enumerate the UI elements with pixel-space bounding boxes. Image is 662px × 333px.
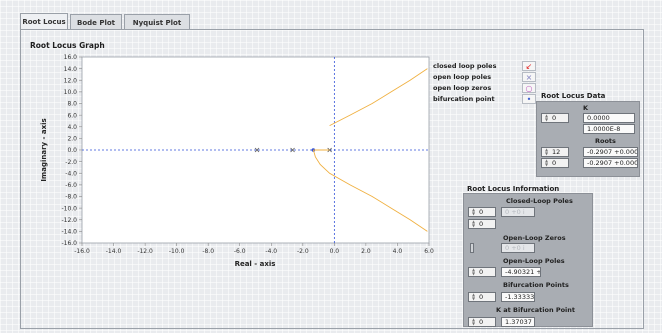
k-label: K	[583, 104, 589, 112]
x-tick-label: 2.0	[361, 248, 371, 255]
roots-index-control-a[interactable]: ▲ ▼ 12	[541, 147, 569, 157]
y-tick-label: -14.0	[61, 229, 77, 236]
root-value-0[interactable]: -0.2907 +0.0000 i	[583, 147, 638, 157]
y-axis-label: Imaginary - axis	[40, 118, 48, 181]
k-at-bifurcation-index[interactable]: ▲ ▼ 0	[468, 317, 496, 327]
tab-panel	[20, 29, 644, 329]
x-tick-label: -16.0	[74, 248, 90, 255]
root-locus-branch	[329, 68, 428, 127]
roots-label: Roots	[595, 137, 616, 145]
closed-loop-poles-label: Closed-Loop Poles	[506, 197, 573, 205]
y-tick-label: -6.0	[65, 182, 77, 189]
roots-index-control-b[interactable]: ▲ ▼ 0	[541, 158, 569, 168]
k-index-control[interactable]: ▲ ▼ 0	[541, 113, 569, 123]
spin-arrows-icon[interactable]: ▲ ▼	[544, 158, 549, 167]
x-tick-label: -4.0	[265, 248, 277, 255]
bifurcation-point-marker	[311, 148, 316, 152]
x-axis-label: Real - axis	[235, 260, 276, 268]
y-tick-label: -10.0	[61, 205, 77, 212]
bifurcation-points-value[interactable]: -1.33333	[501, 292, 535, 302]
open-loop-zeros-value[interactable]: 0 +0 i	[501, 243, 535, 253]
x-tick-label: 6.0	[424, 248, 434, 255]
x-tick-label: 0.0	[330, 248, 340, 255]
y-tick-label: -16.0	[61, 240, 77, 247]
spin-arrows-icon[interactable]: ▲ ▼	[471, 267, 476, 276]
y-tick-label: -2.0	[65, 159, 77, 166]
k-at-bifurcation-value[interactable]: 1.37037	[501, 317, 535, 327]
open-loop-poles-index[interactable]: ▲ ▼ 0	[468, 267, 496, 277]
y-tick-label: 4.0	[67, 124, 77, 131]
y-tick-label: -12.0	[61, 217, 77, 224]
tab-root-locus[interactable]: Root Locus	[20, 13, 68, 30]
dot-marker-icon[interactable]: •	[522, 94, 536, 104]
x-tick-label: -6.0	[234, 248, 246, 255]
open-loop-zeros-label: Open-Loop Zeros	[503, 234, 566, 242]
spin-arrows-icon[interactable]: ▲ ▼	[471, 207, 476, 216]
y-tick-label: 8.0	[67, 101, 77, 108]
closed-loop-index-a[interactable]: ▲ ▼ 0	[468, 207, 496, 217]
open-loop-pole-marker	[327, 147, 332, 153]
x-tick-label: -10.0	[169, 248, 185, 255]
tab-bode-plot[interactable]: Bode Plot	[70, 14, 122, 30]
root-value-1[interactable]: -0.2907 +0.0000 i	[583, 158, 638, 168]
root-locus-info-title: Root Locus Information	[467, 185, 560, 193]
legend-closed-loop-poles: closed loop poles	[433, 62, 497, 70]
open-loop-pole-marker	[290, 147, 295, 153]
legend-open-loop-poles: open loop poles	[433, 73, 492, 81]
x-tick-label: 4.0	[393, 248, 403, 255]
y-tick-label: 16.0	[64, 54, 78, 61]
y-tick-label: 6.0	[67, 112, 77, 119]
spin-arrows-icon[interactable]: ▲ ▼	[544, 113, 549, 122]
open-loop-pole-marker	[254, 147, 260, 153]
bifurcation-points-label: Bifurcation Points	[503, 281, 569, 289]
y-tick-label: -4.0	[65, 170, 77, 177]
k-value-1[interactable]: 1.0000E-8	[583, 124, 635, 134]
open-loop-poles-label: Open-Loop Poles	[503, 257, 565, 265]
root-locus-branch	[312, 149, 428, 232]
spin-arrows-icon[interactable]: ▲ ▼	[471, 317, 476, 326]
closed-loop-poles-value[interactable]: 0 +0 i	[501, 207, 535, 217]
root-locus-graph[interactable]: 16.0 14.0 12.0 10.0 8.0 6.0 4.0 2.0 0.0 -2.0 -4.0 -…	[14, 50, 434, 275]
y-tick-label: 12.0	[64, 77, 78, 84]
k-value-0[interactable]: 0.0000	[583, 113, 635, 123]
x-tick-label: -2.0	[297, 248, 309, 255]
graph-title: Root Locus Graph	[30, 41, 105, 50]
y-tick-label: 2.0	[67, 136, 77, 143]
red-arrow-marker-icon[interactable]: ↙	[522, 61, 536, 71]
x-tick-label: -14.0	[106, 248, 122, 255]
x-marker-icon[interactable]: ×	[522, 72, 536, 82]
legend-bifurcation-point: bifurcation point	[433, 95, 495, 103]
tab-nyquist-plot[interactable]: Nyquist Plot	[124, 14, 190, 30]
open-loop-zeros-index[interactable]	[470, 243, 474, 253]
root-locus-data-title: Root Locus Data	[541, 92, 606, 100]
bifurcation-points-index[interactable]: ▲ ▼ 0	[468, 292, 496, 302]
spin-arrows-icon[interactable]: ▲ ▼	[471, 219, 476, 228]
x-tick-label: -12.0	[137, 248, 153, 255]
y-tick-label: 0.0	[67, 147, 77, 154]
k-at-bifurcation-label: K at Bifurcation Point	[496, 306, 576, 314]
legend-open-loop-zeros: open loop zeros	[433, 84, 492, 92]
y-tick-label: -8.0	[65, 194, 77, 201]
closed-loop-index-b[interactable]: ▲ ▼ 0	[468, 219, 496, 229]
spin-arrows-icon[interactable]: ▲ ▼	[471, 292, 476, 301]
open-loop-poles-value[interactable]: -4.90321 +	[501, 267, 541, 277]
y-tick-label: 14.0	[64, 66, 78, 73]
circle-marker-icon[interactable]: ○	[522, 83, 536, 93]
y-tick-label: 10.0	[64, 89, 78, 96]
x-tick-label: -8.0	[202, 248, 214, 255]
spin-arrows-icon[interactable]: ▲ ▼	[544, 147, 549, 156]
